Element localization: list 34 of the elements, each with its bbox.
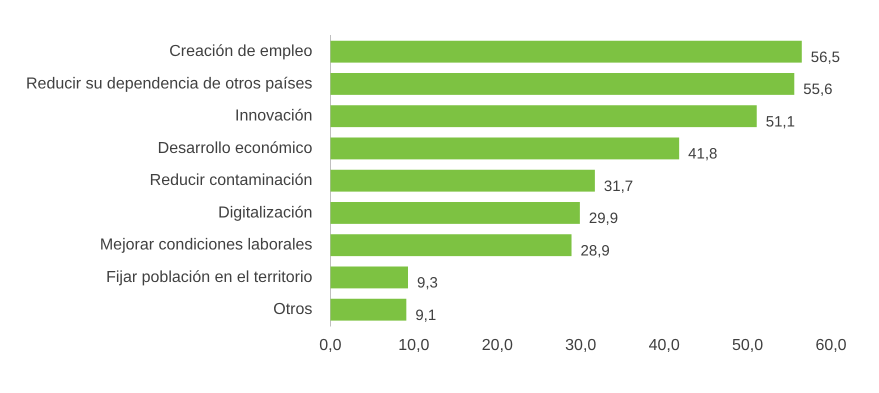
data-label: 51,1 (766, 113, 795, 130)
y-tick-label: Mejorar condiciones laborales (100, 236, 312, 254)
x-tick-label: 40,0 (648, 336, 680, 354)
x-tick-label: 0,0 (319, 336, 342, 354)
data-label: 31,7 (604, 178, 634, 195)
x-tick-label: 50,0 (732, 336, 764, 354)
data-label: 41,8 (688, 146, 718, 163)
y-tick-label: Digitalización (218, 204, 312, 222)
y-tick-label: Reducir su dependencia de otros países (26, 75, 312, 92)
data-label: 9,1 (415, 306, 436, 324)
y-tick-label: Otros (273, 301, 312, 318)
y-tick-label: Reducir contaminación (150, 172, 312, 190)
data-label: 55,6 (803, 81, 832, 98)
bar (330, 298, 406, 321)
bar (330, 73, 794, 95)
bar (330, 40, 802, 63)
data-label: 9,3 (417, 274, 438, 292)
data-label: 29,9 (588, 210, 618, 228)
x-tick-label: 10,0 (398, 336, 430, 354)
bar (330, 137, 680, 160)
y-tick-label: Fijar población en el territorio (106, 268, 312, 286)
y-tick-label: Desarrollo económico (158, 140, 313, 157)
data-label: 56,5 (810, 48, 840, 66)
bar (330, 234, 572, 256)
bar (330, 105, 757, 128)
bar (330, 170, 595, 192)
y-tick-label: Innovación (235, 108, 312, 125)
x-tick-label: 60,0 (815, 336, 847, 354)
x-tick-label: 30,0 (565, 336, 596, 354)
data-label: 28,9 (580, 242, 610, 260)
bar (330, 266, 408, 288)
bar (330, 202, 580, 224)
y-tick-label: Creación de empleo (169, 43, 312, 60)
x-tick-label: 20,0 (482, 336, 513, 354)
